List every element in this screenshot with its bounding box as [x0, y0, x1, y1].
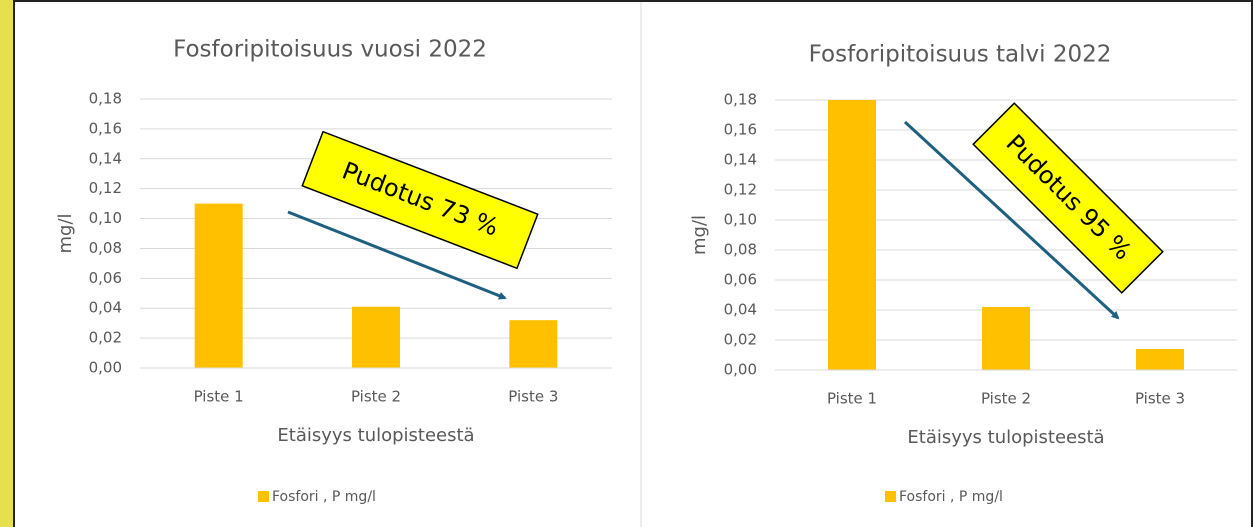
y-tick-label: 0,10: [89, 209, 122, 227]
arrow: [287, 210, 507, 300]
y-tick-label: 0,16: [89, 119, 122, 137]
bar: [828, 100, 876, 370]
annotation-box: [972, 102, 1164, 294]
y-tick-label: 0,16: [724, 121, 757, 139]
x-tick-label: Piste 1: [827, 390, 877, 408]
y-tick-label: 0,04: [89, 299, 122, 317]
y-axis-label: mg/l: [55, 213, 76, 253]
x-axis-label: Etäisyys tulopisteestä: [907, 427, 1104, 448]
bar: [194, 203, 243, 368]
y-tick-label: 0,06: [724, 271, 757, 289]
legend-swatch: [258, 491, 269, 502]
y-tick-label: 0,08: [724, 241, 757, 259]
y-tick-label: 0,12: [89, 179, 122, 197]
bar: [509, 320, 558, 368]
y-tick-label: 0,02: [89, 329, 122, 347]
side-strip: [0, 0, 13, 527]
x-tick-label: Piste 2: [981, 390, 1031, 408]
y-tick-label: 0,02: [724, 331, 757, 349]
x-axis-label: Etäisyys tulopisteestä: [277, 425, 474, 446]
x-tick-label: Piste 1: [194, 388, 244, 406]
y-tick-label: 0,18: [89, 90, 122, 108]
y-tick-label: 0,00: [724, 361, 757, 379]
bar: [352, 306, 400, 368]
y-axis-label: mg/l: [689, 215, 710, 255]
chart-title: Fosforipitoisuus vuosi 2022: [173, 37, 487, 63]
y-tick-label: 0,00: [89, 359, 122, 377]
x-tick-label: Piste 3: [1135, 390, 1185, 408]
y-tick-label: 0,18: [724, 91, 757, 109]
y-tick-label: 0,12: [724, 181, 757, 199]
y-tick-label: 0,08: [89, 239, 122, 257]
legend-swatch: [885, 491, 896, 502]
chart-title: Fosforipitoisuus talvi 2022: [809, 42, 1112, 68]
y-tick-label: 0,10: [724, 211, 757, 229]
legend-label: Fosfori , P mg/l: [272, 489, 376, 505]
annotation-box: [301, 130, 539, 270]
y-tick-label: 0,14: [89, 149, 122, 167]
y-tick-label: 0,14: [724, 151, 757, 169]
legend-label: Fosfori , P mg/l: [899, 489, 1003, 505]
y-tick-label: 0,06: [89, 269, 122, 287]
y-tick-label: 0,04: [724, 301, 757, 319]
bar: [1136, 349, 1184, 370]
bar: [982, 307, 1030, 370]
x-tick-label: Piste 3: [508, 388, 558, 406]
x-tick-label: Piste 2: [351, 388, 401, 406]
arrow: [903, 120, 1120, 320]
